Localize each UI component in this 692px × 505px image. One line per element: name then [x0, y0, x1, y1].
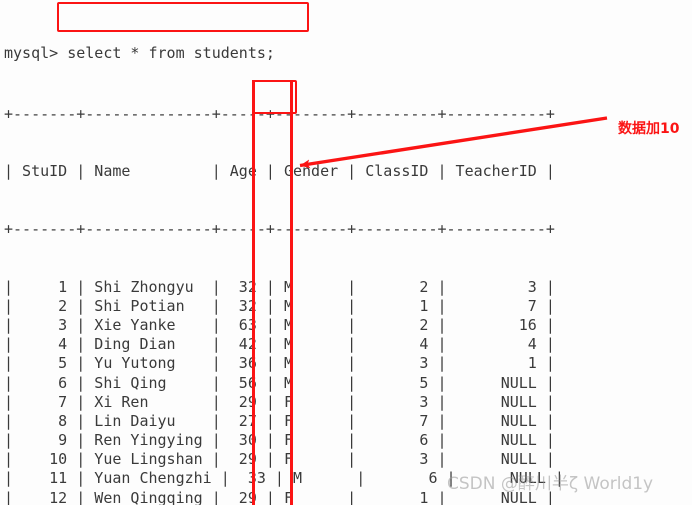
- table-row: | 11 | Yuan Chengzhi | 33 | M | 6 | NULL…: [4, 469, 564, 488]
- table-row: | 5 | Yu Yutong | 36 | M | 3 | 1 |: [4, 354, 555, 373]
- annotation-label: 数据加10: [618, 121, 680, 137]
- table-row: | 7 | Xi Ren | 29 | F | 3 | NULL |: [4, 392, 555, 411]
- table-row: | 9 | Ren Yingying | 30 | F | 6 | NULL |: [4, 431, 555, 450]
- sql-command[interactable]: select * from students;: [58, 44, 275, 63]
- table-row: | 4 | Ding Dian | 42 | M | 4 | 4 |: [4, 335, 555, 354]
- prompt-line: mysql> select * from students;: [4, 44, 564, 66]
- terminal-output: mysql> select * from students; +-------+…: [4, 6, 564, 505]
- table-row: | 8 | Lin Daiyu | 27 | F | 7 | NULL |: [4, 411, 555, 430]
- table-row: | 3 | Xie Yanke | 63 | M | 2 | 16 |: [4, 315, 555, 334]
- table-rows: | 1 | Shi Zhongyu | 32 | M | 2 | 3 | | 2 …: [4, 278, 564, 505]
- table-row: | 6 | Shi Qing | 56 | M | 5 | NULL |: [4, 373, 555, 392]
- table-row: | 2 | Shi Potian | 32 | M | 1 | 7 |: [4, 296, 555, 315]
- mysql-prompt: mysql>: [4, 44, 59, 63]
- table-header-row: | StuID | Name | Age | Gender | ClassID …: [4, 162, 555, 181]
- table-header-border: +-------+--------------+-----+--------+-…: [4, 220, 555, 238]
- table-row: | 12 | Wen Qingqing | 29 | F | 1 | NULL …: [4, 488, 555, 505]
- table-row: | 10 | Yue Lingshan | 29 | F | 3 | NULL …: [4, 450, 555, 469]
- table-row: | 1 | Shi Zhongyu | 32 | M | 2 | 3 |: [4, 277, 555, 296]
- table-top-border: +-------+--------------+-----+--------+-…: [4, 104, 555, 123]
